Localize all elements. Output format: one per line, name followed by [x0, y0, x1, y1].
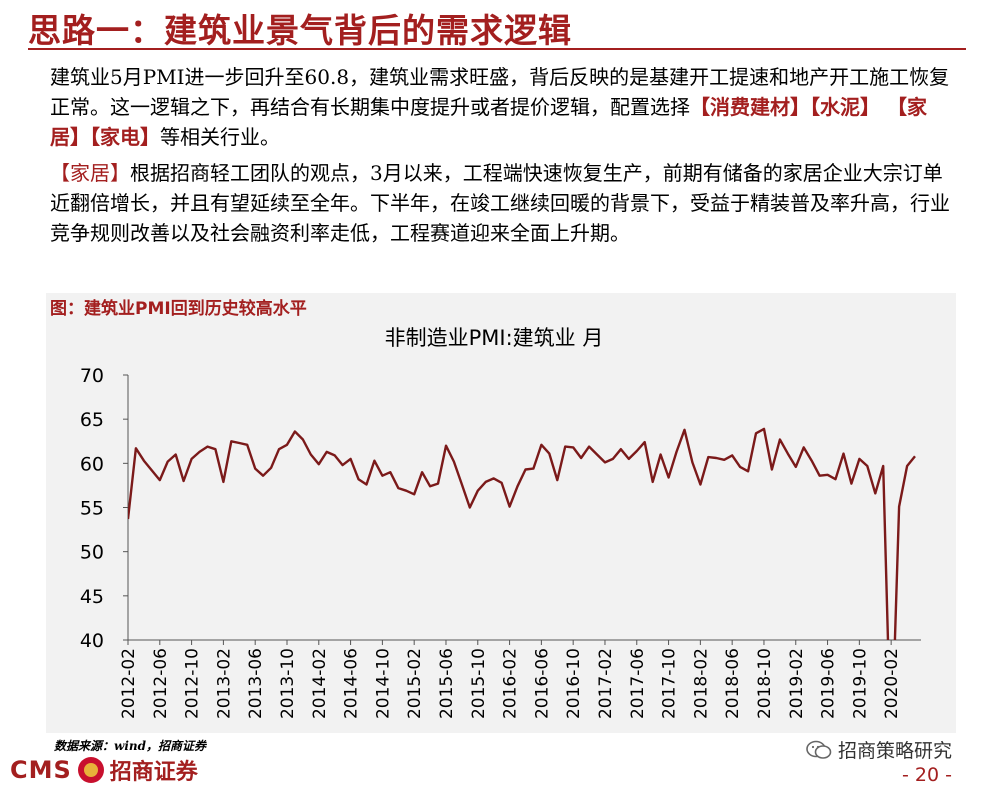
- x-tick-label: 2016-06: [532, 648, 552, 719]
- x-tick-label: 2013-10: [278, 648, 298, 719]
- x-tick-label: 2017-06: [628, 648, 648, 719]
- data-source: 数据来源：wind，招商证券: [54, 739, 207, 753]
- x-tick-label: 2018-10: [755, 648, 775, 719]
- x-tick-label: 2016-10: [564, 648, 584, 719]
- x-tick-label: 2014-10: [373, 648, 393, 719]
- x-tick-label: 2018-06: [723, 648, 743, 719]
- wechat-icon: [806, 740, 832, 759]
- logo-cms-text: CMS: [10, 756, 72, 784]
- x-tick-label: 2019-10: [850, 648, 870, 719]
- x-tick-label: 2019-02: [787, 648, 807, 719]
- y-tick-label: 45: [80, 586, 104, 608]
- x-tick-label: 2012-10: [183, 648, 203, 719]
- x-tick-label: 2012-06: [151, 648, 171, 719]
- paragraph-construction-tail: 等相关行业。: [160, 125, 280, 149]
- x-tick-label: 2013-02: [214, 648, 234, 719]
- y-tick-label: 70: [80, 365, 104, 387]
- slide-title: 思路一：建筑业景气背后的需求逻辑: [28, 11, 572, 50]
- y-tick-label: 40: [80, 630, 104, 652]
- y-tick-label: 50: [80, 542, 104, 564]
- paragraph-construction-text: 建筑业5月PMI进一步回升至60.8，建筑业需求旺盛，背后反映的是基建开工提速和…: [50, 65, 950, 119]
- x-tick-label: 2015-10: [469, 648, 489, 719]
- sector-tags: 【消费建材】【水泥】 【家居】【家电】: [50, 95, 927, 149]
- x-tick-label: 2017-02: [596, 648, 616, 719]
- y-tick-label: 65: [80, 409, 104, 431]
- x-tick-label: 2012-02: [119, 648, 139, 719]
- home-furnishing-tag: 【家居】: [50, 161, 130, 185]
- logo-cn-text: 招商证券: [109, 759, 198, 785]
- wechat-name: 招商策略研究: [837, 740, 952, 762]
- wechat-account: 招商策略研究: [806, 736, 952, 763]
- title-divider: [28, 48, 966, 50]
- chart-panel: [46, 293, 956, 733]
- x-tick-label: 2020-02: [882, 648, 902, 719]
- paragraph-home-furnishing: 【家居】根据招商轻工团队的观点，3月以来，工程端快速恢复生产，前期有储备的家居企…: [50, 158, 950, 248]
- x-tick-label: 2016-02: [501, 648, 521, 719]
- y-tick-label: 55: [80, 498, 104, 520]
- page-number: - 20 -: [902, 764, 952, 786]
- x-tick-label: 2014-02: [310, 648, 330, 719]
- y-tick-label: 60: [80, 453, 104, 475]
- x-tick-label: 2018-02: [691, 648, 711, 719]
- figure-caption: 图：建筑业PMI回到历史较高水平: [50, 299, 307, 319]
- home-furnishing-text: 根据招商轻工团队的观点，3月以来，工程端快速恢复生产，前期有储备的家居企业大宗订…: [50, 161, 950, 245]
- x-tick-label: 2017-10: [660, 648, 680, 719]
- paragraph-construction: 建筑业5月PMI进一步回升至60.8，建筑业需求旺盛，背后反映的是基建开工提速和…: [50, 62, 950, 152]
- chart-title: 非制造业PMI:建筑业 月: [384, 326, 604, 350]
- cms-logo: CMS 招商证券: [10, 754, 198, 786]
- x-tick-label: 2014-06: [342, 648, 362, 719]
- x-tick-label: 2019-06: [819, 648, 839, 719]
- logo-emblem-icon: [77, 757, 104, 783]
- x-tick-label: 2013-06: [246, 648, 266, 719]
- series-line: [128, 427, 916, 640]
- x-tick-label: 2015-02: [405, 648, 425, 719]
- x-tick-label: 2015-06: [437, 648, 457, 719]
